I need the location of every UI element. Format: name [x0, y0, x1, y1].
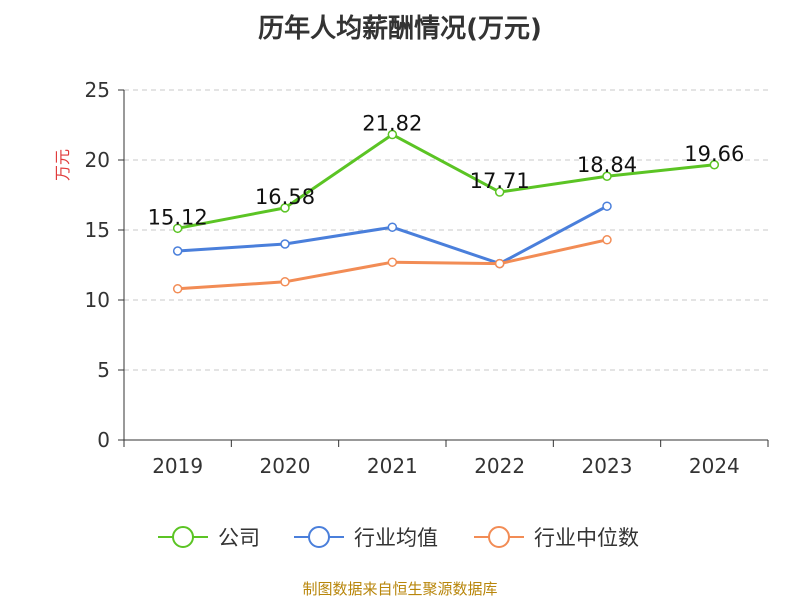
data-point	[172, 246, 183, 256]
y-tick-label: 5	[97, 358, 110, 382]
data-point	[709, 160, 720, 170]
y-tick-label: 20	[85, 148, 110, 172]
chart-title: 历年人均薪酬情况(万元)	[258, 14, 542, 44]
data-point	[602, 171, 612, 181]
y-tick-label: 15	[85, 218, 110, 242]
data-label: 21.82	[362, 112, 422, 136]
data-point	[602, 201, 612, 211]
data-label: 19.66	[684, 142, 744, 166]
x-tick-label: 2022	[474, 454, 525, 478]
data-label: 18.84	[577, 153, 637, 177]
y-tick-label: 25	[85, 78, 110, 102]
x-tick-label: 2020	[260, 454, 311, 478]
data-label: 16.58	[255, 185, 315, 209]
x-tick-label: 2023	[582, 454, 633, 478]
legend-label: 公司	[218, 526, 260, 550]
data-point	[172, 284, 183, 294]
data-point	[280, 203, 290, 213]
data-point	[494, 258, 505, 269]
data-label: 17.71	[470, 169, 530, 193]
series-line	[177, 133, 715, 230]
data-point	[387, 129, 398, 140]
y-axis-title: 万元	[53, 149, 72, 181]
legend-marker	[308, 526, 330, 548]
legend-marker	[172, 526, 194, 548]
y-tick-label: 0	[97, 428, 110, 452]
x-tick-label: 2021	[367, 454, 418, 478]
data-point	[280, 277, 290, 287]
x-tick-label: 2024	[689, 454, 740, 478]
data-label: 15.12	[148, 205, 208, 229]
data-point	[280, 239, 290, 249]
x-tick-label: 2019	[152, 454, 203, 478]
source-note: 制图数据来自恒生聚源数据库	[302, 580, 498, 598]
data-point	[387, 222, 398, 232]
legend-label: 行业均值	[354, 526, 438, 550]
y-tick-label: 10	[85, 288, 110, 312]
legend-marker	[488, 526, 510, 548]
data-point	[494, 187, 505, 197]
data-point	[602, 235, 612, 245]
data-point	[172, 223, 183, 234]
legend-label: 行业中位数	[534, 526, 639, 550]
data-point	[387, 257, 398, 267]
